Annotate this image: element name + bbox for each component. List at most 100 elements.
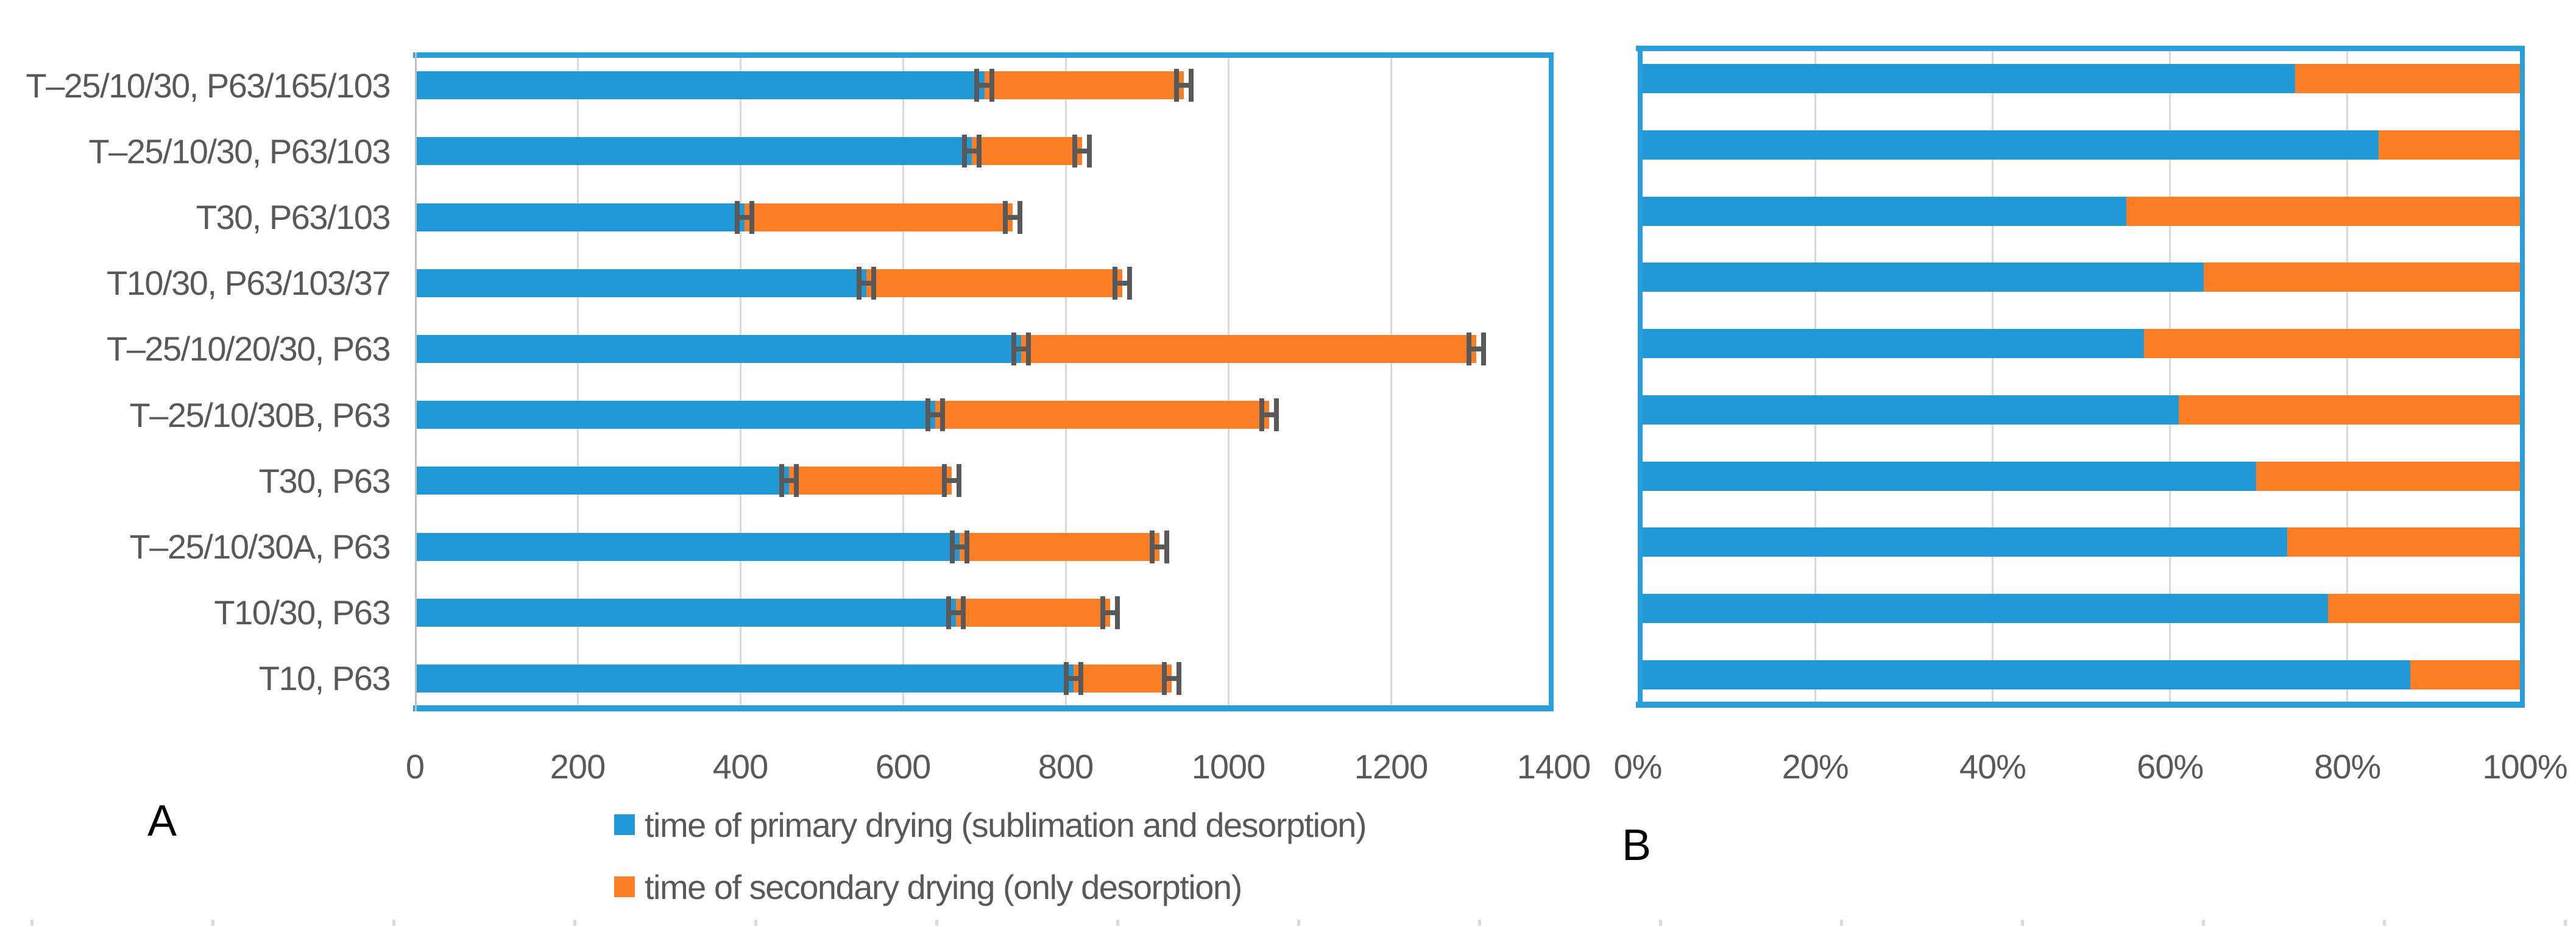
category-label: T10/30, P63/103/37: [107, 264, 391, 303]
error-bar: [962, 135, 982, 168]
error-bar-line: [779, 478, 799, 484]
bar-segment-primary: [1638, 593, 2328, 623]
error-bar-cap: [1273, 398, 1279, 432]
error-bar: [946, 596, 966, 629]
error-bar: [1161, 661, 1181, 695]
category-axis-line: [415, 52, 417, 711]
error-bar-cap: [989, 69, 994, 102]
bar-segment-secondary: [960, 532, 1159, 561]
plot-border-top: [1636, 46, 2525, 51]
bar-segment-primary: [415, 203, 745, 231]
bottom-tick: [2202, 920, 2205, 926]
category-label: T30, P63: [258, 461, 391, 500]
error-bar-cap: [1025, 332, 1031, 365]
bottom-tick: [211, 920, 214, 926]
error-bar-cap: [1017, 200, 1023, 234]
plot-border-right: [2520, 46, 2525, 708]
bottom-tick: [1116, 920, 1119, 926]
panel-a-letter: A: [147, 797, 177, 845]
bottom-tick: [2021, 920, 2024, 926]
x-tick-label: 20%: [1782, 747, 1849, 786]
error-bar-cap: [1149, 530, 1155, 563]
bar-segment-primary: [1638, 660, 2411, 689]
error-bar-cap: [974, 69, 980, 102]
bar-segment-secondary: [972, 137, 1082, 166]
error-bar: [1064, 661, 1084, 695]
error-bar-cap: [794, 464, 799, 498]
error-bar: [779, 464, 799, 498]
legend-swatch-secondary-icon: [614, 876, 635, 897]
bar-segment-secondary: [2126, 196, 2525, 226]
gridline: [2169, 46, 2171, 708]
bar-segment-primary: [1638, 64, 2295, 94]
bar-segment-primary: [1638, 395, 2179, 425]
error-bar-cap: [1188, 69, 1194, 102]
bar-segment-secondary: [984, 71, 1184, 100]
error-bar-cap: [1173, 69, 1179, 102]
error-bar-line: [1467, 346, 1487, 351]
error-bar-line: [1072, 149, 1092, 154]
error-bar-cap: [1100, 596, 1106, 629]
error-bar-cap: [960, 596, 966, 629]
error-bar: [734, 200, 754, 234]
bar-segment-secondary: [2256, 461, 2525, 491]
error-bar: [1467, 332, 1487, 365]
error-bar-cap: [1161, 661, 1167, 695]
error-bar-cap: [1481, 332, 1487, 365]
panel-a-plot-area: [413, 52, 1554, 711]
error-bar-cap: [1127, 266, 1133, 300]
bar-segment-secondary: [2327, 593, 2525, 623]
error-bar-cap: [1113, 266, 1118, 300]
category-label: T–25/10/30, P63/165/103: [26, 66, 391, 105]
error-bar-cap: [1176, 661, 1181, 695]
error-bar: [942, 464, 962, 498]
bar-segment-secondary: [955, 598, 1111, 627]
error-bar-line: [1161, 675, 1181, 681]
error-bar-line: [925, 412, 946, 418]
panel-b-plot-area: [1636, 46, 2525, 708]
error-bar: [1149, 530, 1169, 563]
error-bar-cap: [977, 135, 982, 168]
bar-segment-secondary: [935, 401, 1269, 429]
bottom-tick: [392, 920, 395, 926]
error-bar-line: [1149, 544, 1169, 549]
bar-segment-secondary: [2295, 64, 2525, 94]
bar-segment-primary: [1638, 130, 2379, 160]
x-tick-label: 80%: [2314, 747, 2381, 786]
error-bar-cap: [957, 464, 962, 498]
bar-segment-primary: [1638, 196, 2127, 226]
x-tick-label: 40%: [1959, 747, 2026, 786]
bar-segment-primary: [1638, 461, 2256, 491]
error-bar-line: [1259, 412, 1279, 418]
bar-segment-primary: [415, 71, 985, 100]
error-bar-line: [942, 478, 962, 484]
error-bar: [1011, 332, 1031, 365]
gridline: [1390, 52, 1392, 711]
plot-border-left: [1638, 46, 1643, 708]
error-bar-line: [946, 610, 966, 615]
error-bar: [1259, 398, 1279, 432]
error-bar-line: [950, 544, 970, 549]
error-bar-line: [974, 83, 994, 88]
bar-segment-primary: [1638, 527, 2287, 557]
error-bar-cap: [1011, 332, 1016, 365]
error-bar-line: [1011, 346, 1031, 351]
plot-border-bottom: [1636, 702, 2525, 708]
plot-border-right: [1549, 52, 1554, 711]
x-tick-label: 1200: [1354, 747, 1429, 786]
legend-item-primary: time of primary drying (sublimation and …: [614, 805, 1367, 844]
x-tick-label: 200: [550, 747, 606, 786]
error-bar-cap: [1072, 135, 1077, 168]
bar-segment-secondary: [1074, 664, 1172, 693]
error-bar: [974, 69, 994, 102]
error-bar: [1100, 596, 1120, 629]
error-bar-cap: [1064, 661, 1069, 695]
panel-a-x-axis-ticks: 0 200 400 600 800 1000 1200 1400: [406, 747, 1591, 789]
gridline: [739, 52, 741, 711]
x-tick-label: 60%: [2137, 747, 2204, 786]
error-bar: [1072, 135, 1092, 168]
plot-border-bottom: [413, 705, 1554, 711]
error-bar-cap: [942, 464, 947, 498]
bar-segment-secondary: [789, 467, 952, 495]
legend-label-secondary: time of secondary drying (only desorptio…: [645, 867, 1242, 906]
